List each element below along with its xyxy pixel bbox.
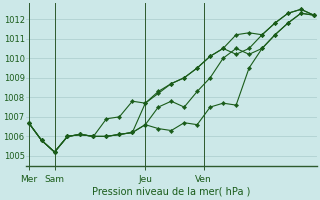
X-axis label: Pression niveau de la mer( hPa ): Pression niveau de la mer( hPa ) xyxy=(92,187,251,197)
